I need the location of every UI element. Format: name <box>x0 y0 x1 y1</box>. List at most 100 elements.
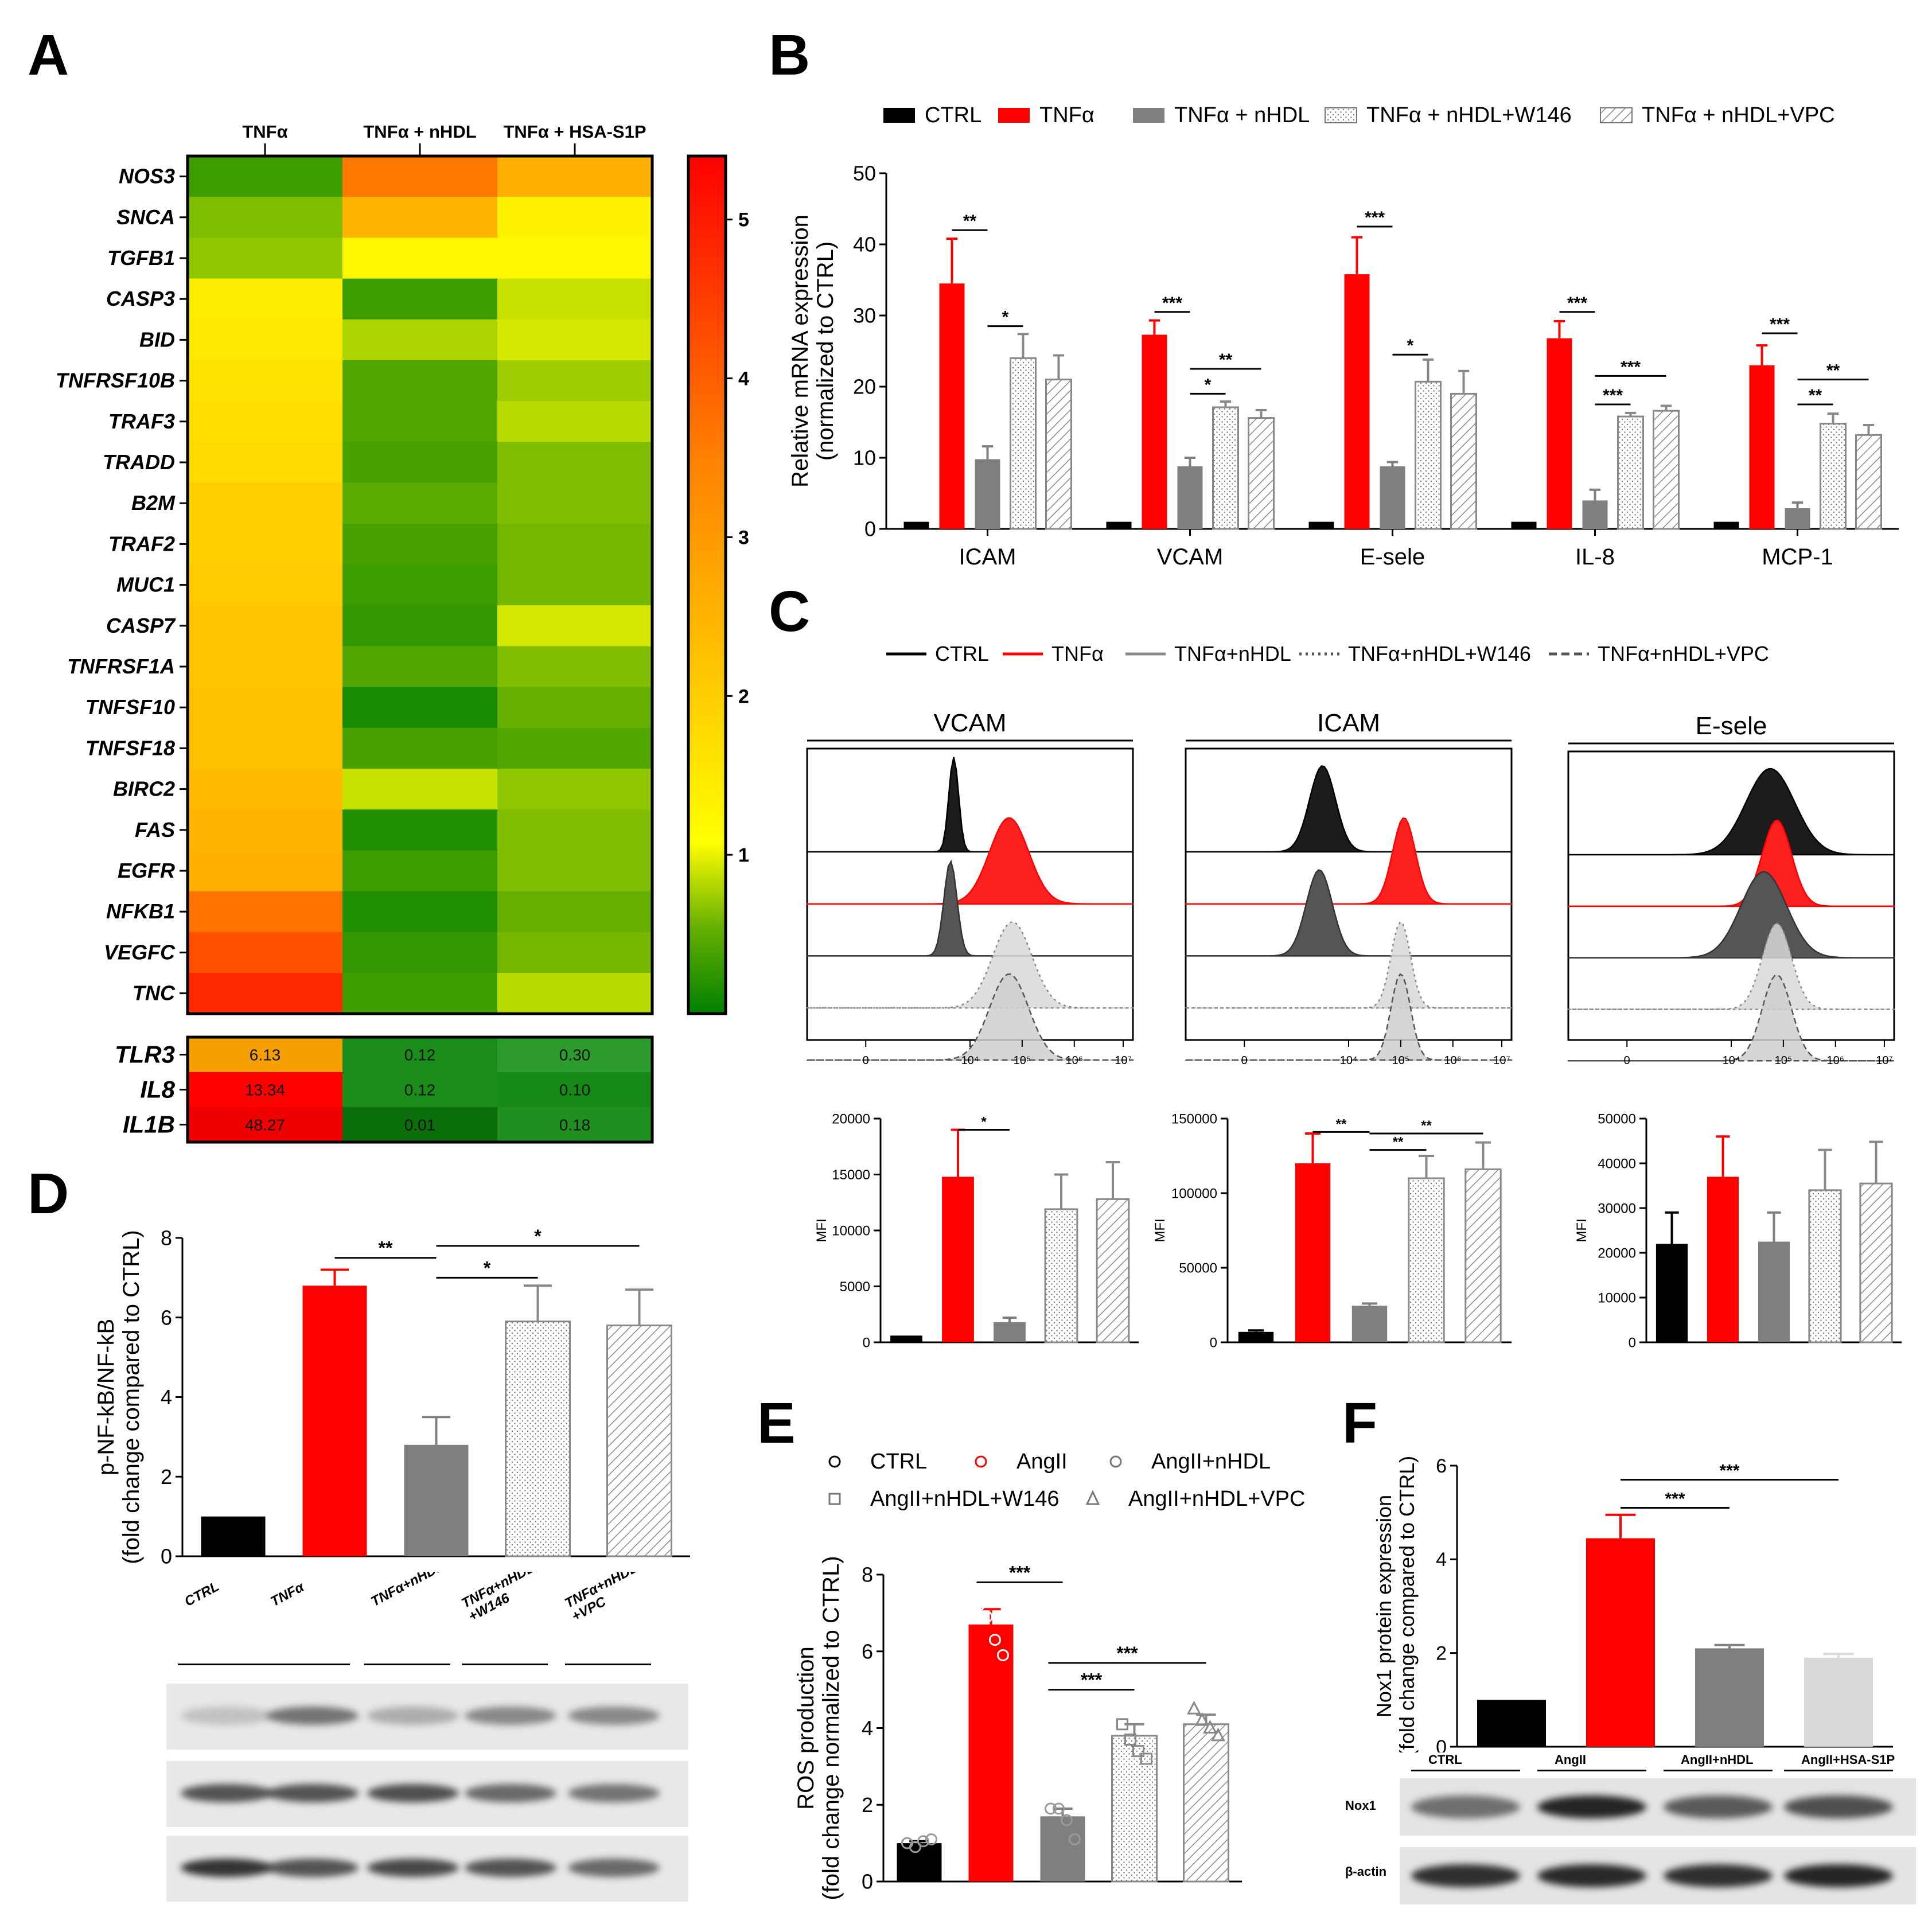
heatmap-row-label: NOS3 <box>119 165 175 188</box>
panel-e-y-axis-label: ROS production(fold change normalized to… <box>793 1556 844 1900</box>
heatmap-cell <box>497 727 653 769</box>
panel-b-bar <box>1617 415 1644 530</box>
panel-c-mfi-y-tick-label: 100000 <box>1171 1186 1217 1201</box>
panel-f-blot-band <box>1784 1864 1893 1887</box>
panel-e-y-tick-label: 2 <box>862 1793 873 1817</box>
heatmap-cell <box>188 319 343 361</box>
panel-f-y-axis-label-line: Nox1 protein expression <box>1372 1495 1396 1717</box>
panel-b-significance-label: * <box>1205 375 1212 394</box>
panel-e-data-point <box>1195 1712 1209 1726</box>
panel-c-mfi-y-tick-label: 0 <box>1629 1335 1636 1350</box>
heatmap-cell <box>497 197 653 238</box>
panel-b-significance-label: * <box>1002 308 1009 327</box>
panel-c-x-tick-label: 10⁴ <box>1723 1054 1740 1067</box>
extra-heatmap-row-label: TLR3 <box>115 1041 175 1068</box>
panel-c-mfi-y-axis-label-line: MFI <box>1574 1218 1590 1242</box>
panel-e-data-point <box>981 1611 993 1623</box>
extra-heatmap-border <box>186 1035 654 1144</box>
panel-b-legend-label: TNFα + nHDL+VPC <box>1642 103 1835 127</box>
panel-c-mfi-significance-label: * <box>981 1115 987 1130</box>
panel-c-mfi-bar <box>1351 1306 1388 1342</box>
panel-f-blot-band <box>1664 1864 1773 1887</box>
panel-f-blot-lane-underline <box>1411 1770 1520 1771</box>
panel-d-y-axis-label-line: p-NF-kB/NF-kB <box>94 1319 119 1475</box>
panel-c-x-tick-label: 10⁶ <box>1444 1054 1462 1067</box>
panel-c-histogram-peak <box>1185 921 1513 1009</box>
heatmap-cell <box>497 523 653 565</box>
panel-f-blot-band <box>1537 1864 1646 1887</box>
heatmap-row-label: MUC1 <box>116 573 175 597</box>
heatmap-row-label: TRAF2 <box>108 532 175 555</box>
panel-e-y-axis-label-line: (fold change normalized to CTRL) <box>819 1556 844 1900</box>
heatmap-column-label: TNFα + HSA-S1P <box>503 122 646 142</box>
heatmap-cell <box>188 360 343 402</box>
panel-e-bar <box>1183 1723 1229 1883</box>
panel-b-y-tick-label: 50 <box>853 162 876 185</box>
panel-f-blot-band <box>1664 1795 1773 1818</box>
heatmap-cell <box>342 891 498 933</box>
panel-d-blot-band <box>181 1707 272 1725</box>
extra-heatmap-cell <box>188 1072 343 1108</box>
colorbar <box>687 154 727 1015</box>
heatmap-cell <box>497 932 653 973</box>
panel-e-data-point <box>1045 1802 1057 1815</box>
heatmap-row-label: TNFSF18 <box>85 736 175 759</box>
panel-c-histogram-peak <box>1567 871 1895 959</box>
panel-d-significance-label: * <box>534 1226 542 1247</box>
panel-d-blot-lane-label: CTRL <box>182 1579 221 1610</box>
heatmap-cell <box>342 278 498 320</box>
panel-b-bar <box>1344 274 1370 529</box>
panel-c-histogram-peak <box>1567 922 1895 1010</box>
panel-f-y-axis-label-line: (fold change compared to CTRL) <box>1395 1456 1419 1756</box>
panel-d-blot-band <box>465 1784 556 1802</box>
panel-d-bar <box>201 1516 266 1556</box>
panel-c-legend-label: TNFα+nHDL+W146 <box>1348 642 1531 665</box>
panel-b-bar-chart: CTRL TNFα TNFα + nHDL TNFα + nHDL+W146 TNFα … <box>788 103 1899 570</box>
panel-c-mfi-y-tick-label: 30000 <box>1598 1201 1636 1216</box>
panel-f-y-tick-label: 2 <box>1436 1643 1447 1665</box>
heatmap-cell <box>188 605 343 646</box>
panel-e-bar <box>1040 1816 1085 1882</box>
panel-d-blot-lane-label-line: TNFα+nHDL <box>368 1572 447 1610</box>
panel-b-legend-label: CTRL <box>925 103 981 127</box>
panel-b-significance-label: *** <box>1770 315 1790 334</box>
panel-c-histogram-peak <box>1185 869 1513 957</box>
panel-e-data-point <box>909 1841 921 1853</box>
panel-c-legend-label: CTRL <box>935 642 989 665</box>
panel-e-legend-marker <box>828 1493 841 1505</box>
heatmap-row-label: TNFRSF1A <box>67 655 175 678</box>
panel-b-y-tick-label: 40 <box>853 233 876 256</box>
panel-f-blot-band <box>1537 1795 1646 1818</box>
panel-b-legend-swatch <box>1133 108 1164 123</box>
panel-f-significance-label: *** <box>1665 1490 1685 1509</box>
panel-f-blot-lane-underline <box>1537 1770 1646 1771</box>
panel-b-significance-label: *** <box>1162 294 1182 313</box>
panel-b-bar <box>1511 521 1537 529</box>
panel-c-histogram-title: E-sele <box>1696 712 1767 740</box>
panel-f-bar <box>1695 1648 1764 1747</box>
heatmap-row-label: VEGFC <box>104 940 176 964</box>
heatmap-cell <box>188 278 343 320</box>
heatmap-cell <box>497 769 653 810</box>
extra-heatmap-cell <box>342 1037 498 1073</box>
panel-c-mfi-significance-label: ** <box>1393 1135 1404 1150</box>
heatmap-row-label: BID <box>139 328 175 351</box>
panel-e-data-point <box>973 1599 985 1611</box>
panel-c-histogram-peak <box>806 921 1134 1009</box>
panel-c-histogram-peak <box>806 817 1134 905</box>
extra-heatmap-value: 0.01 <box>404 1116 436 1134</box>
heatmap-row-label: TRAF3 <box>108 410 175 433</box>
panel-c-x-tick-label: 10⁴ <box>1340 1054 1358 1067</box>
panel-e-bar <box>1111 1735 1158 1883</box>
panel-e-legend-marker <box>975 1455 987 1468</box>
extra-heatmap-value: 0.12 <box>404 1046 436 1064</box>
panel-d-y-tick-label: 2 <box>161 1465 172 1489</box>
heatmap-cell <box>188 442 343 484</box>
panel-c-mfi-bar <box>1408 1177 1445 1343</box>
panel-b-legend-label: TNFα + nHDL <box>1174 103 1310 127</box>
panel-c-histogram-title: ICAM <box>1317 709 1380 737</box>
panel-b-bar <box>1450 392 1477 530</box>
panel-d-blot-lane-underline <box>264 1664 350 1665</box>
panel-b-x-tick-label: E-sele <box>1360 544 1425 570</box>
